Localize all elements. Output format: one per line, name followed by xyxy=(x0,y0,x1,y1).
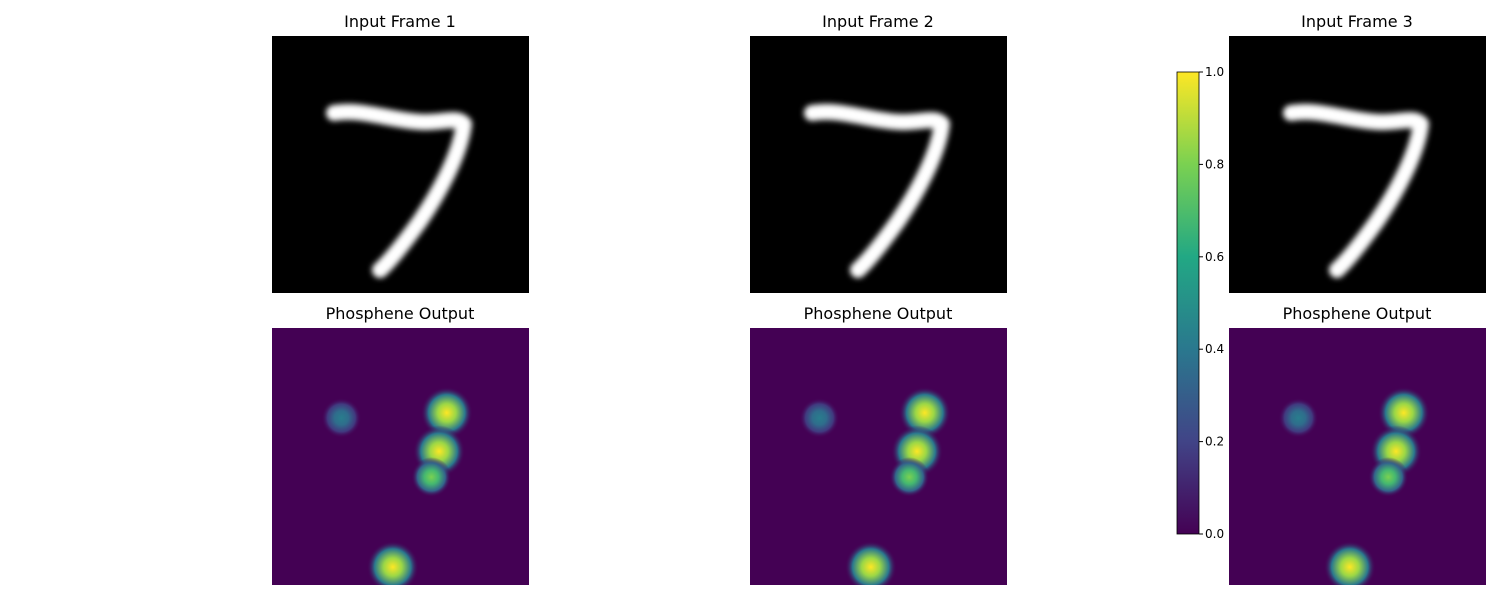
colorbar-gradient xyxy=(1176,71,1200,535)
input-frame-1-image xyxy=(272,36,529,293)
phosphene-blob xyxy=(898,386,951,439)
phosphene-blob xyxy=(799,397,840,438)
phosphene-blob xyxy=(1368,457,1409,498)
phosphene-background xyxy=(272,328,529,585)
input-frame-2-title: Input Frame 2 xyxy=(822,12,934,31)
phosphene-output-1-image xyxy=(272,328,529,585)
phosphene-blob xyxy=(321,397,362,438)
phosphene-output-3-title: Phosphene Output xyxy=(1282,304,1432,323)
phosphene-blob xyxy=(1278,397,1319,438)
colorbar-tick-label: 0.0 xyxy=(1205,527,1224,541)
digit-seven-stroke xyxy=(804,103,950,278)
digit-seven-stroke xyxy=(326,103,472,278)
colorbar-tick-label: 0.4 xyxy=(1205,342,1224,356)
phosphene-output-2-title: Phosphene Output xyxy=(803,304,953,323)
phosphene-blob xyxy=(844,541,897,585)
digit-seven-stroke xyxy=(1283,103,1429,278)
input-frame-2-image xyxy=(750,36,1007,293)
phosphene-blob xyxy=(366,541,419,585)
phosphene-background xyxy=(750,328,1007,585)
phosphene-output-1-title: Phosphene Output xyxy=(325,304,475,323)
colorbar-tick-label: 1.0 xyxy=(1205,65,1224,79)
phosphene-background xyxy=(1229,328,1486,585)
phosphene-blob xyxy=(889,457,930,498)
colorbar: 0.0 0.2 0.4 0.6 0.8 1.0 xyxy=(1176,65,1224,541)
phosphene-blob xyxy=(1323,541,1376,585)
phosphene-blob xyxy=(420,386,473,439)
phosphene-output-3-image xyxy=(1229,328,1486,585)
phosphene-output-2-image xyxy=(750,328,1007,585)
colorbar-tick-label: 0.2 xyxy=(1205,435,1224,449)
input-frame-3-title: Input Frame 3 xyxy=(1301,12,1413,31)
input-frame-1-title: Input Frame 1 xyxy=(344,12,456,31)
phosphene-blob xyxy=(1377,386,1430,439)
colorbar-tick-label: 0.6 xyxy=(1205,250,1224,264)
input-frame-3-image xyxy=(1229,36,1486,293)
colorbar-tick-label: 0.8 xyxy=(1205,157,1224,171)
phosphene-blob xyxy=(411,457,452,498)
